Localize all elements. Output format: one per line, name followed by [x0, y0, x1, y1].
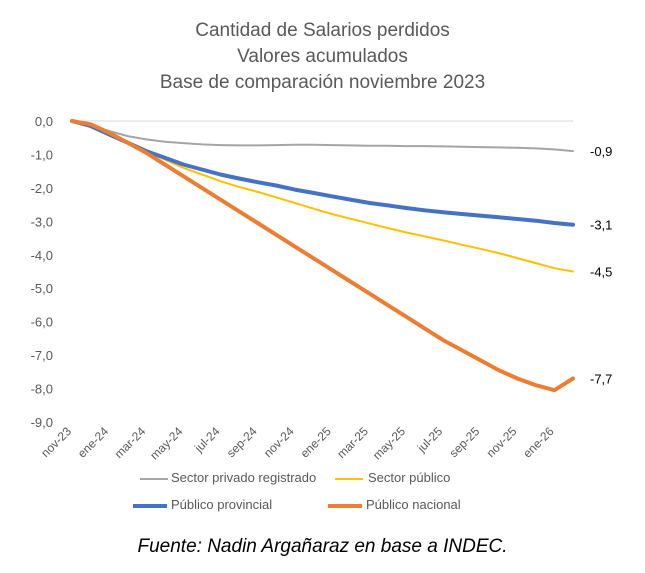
- series-lines: [70, 119, 575, 393]
- chart-title-line-1: Cantidad de Salarios perdidos: [195, 20, 450, 41]
- x-tick-label: jul-25: [414, 424, 446, 456]
- x-tick-label: nov-25: [484, 424, 520, 460]
- legend-label-nacional: Público nacional: [366, 497, 461, 512]
- source-note: Fuente: Nadin Argañaraz en base a INDEC.: [137, 536, 508, 557]
- y-tick-label: -5,0: [31, 281, 53, 296]
- x-tick-label: ene-25: [298, 424, 335, 461]
- y-tick-label: -4,0: [31, 248, 53, 263]
- x-tick-label: may-25: [370, 424, 408, 462]
- series-line-p-blico-provincial: [70, 119, 575, 227]
- x-tick-label: sep-24: [224, 424, 260, 460]
- y-tick-label: -8,0: [31, 382, 53, 397]
- end-labels: -0,9 -4,5 -3,1 -7,7: [590, 144, 612, 386]
- end-value-label: -7,7: [590, 372, 612, 387]
- chart-title-line-2: Valores acumulados: [237, 46, 408, 67]
- y-tick-label: -9,0: [31, 415, 53, 430]
- y-tick-label: -7,0: [31, 348, 53, 363]
- end-value-label: -0,9: [590, 144, 612, 159]
- legend-label-provincial: Público provincial: [171, 497, 273, 512]
- end-value-label: -4,5: [590, 265, 612, 280]
- series-line-sector-privado-registrado: [71, 120, 574, 153]
- y-tick-label: -1,0: [31, 147, 53, 162]
- y-tick-label: 0,0: [35, 114, 53, 129]
- x-tick-label: may-24: [147, 424, 185, 462]
- y-tick-label: -2,0: [31, 181, 53, 196]
- x-tick-label: ene-24: [75, 424, 112, 461]
- end-value-label: -3,1: [590, 218, 612, 233]
- x-tick-label: mar-25: [334, 424, 371, 461]
- legend-swatch-nacional: [328, 504, 362, 508]
- x-tick-label: sep-25: [446, 424, 482, 460]
- legend-label-privado: Sector privado registrado: [171, 470, 317, 485]
- x-tick-label: nov-24: [261, 424, 297, 460]
- legend-label-publico: Sector público: [368, 470, 451, 485]
- x-tick-label: jul-24: [191, 424, 223, 456]
- x-tick-label: mar-24: [112, 424, 149, 461]
- x-tick-label: ene-26: [520, 424, 557, 461]
- y-tick-label: -3,0: [31, 214, 53, 229]
- series-line-p-blico-nacional: [70, 119, 575, 393]
- legend-swatch-privado: [140, 478, 168, 480]
- y-axis-labels: 0,0 -1,0 -2,0 -3,0 -4,0 -5,0 -6,0 -7,0 -8,0 -9,0: [31, 114, 53, 430]
- y-tick-label: -6,0: [31, 315, 53, 330]
- legend-swatch-publico: [335, 478, 363, 480]
- legend-swatch-provincial: [133, 504, 167, 508]
- chart-title-line-3: Base de comparación noviembre 2023: [159, 72, 486, 93]
